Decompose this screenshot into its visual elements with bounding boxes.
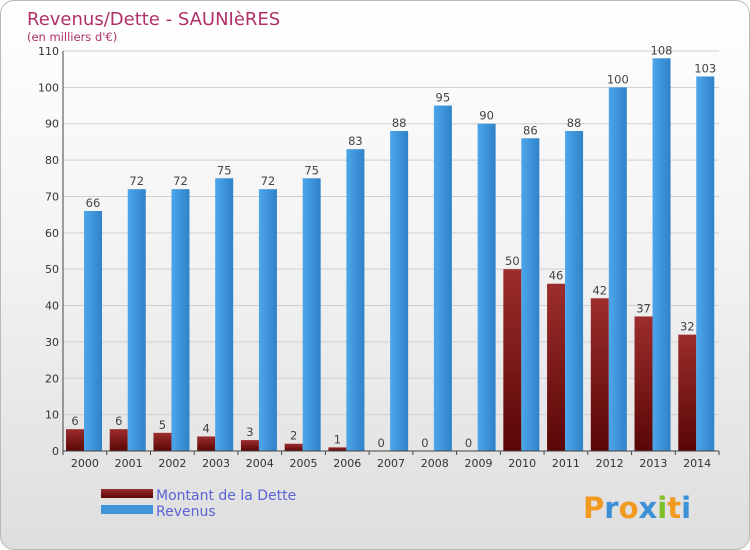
x-tick-label: 2014 [683,457,711,470]
bar-debt [240,440,259,451]
bar-revenus [171,189,190,451]
x-tick-label: 2002 [158,457,186,470]
chart-title: Revenus/Dette - SAUNIèRES [27,9,280,30]
data-label-revenus: 95 [436,91,451,105]
data-label-revenus: 88 [567,116,582,130]
chart-subtitle: (en milliers d'€) [27,30,117,44]
bar-revenus [302,178,321,452]
x-tick-label: 2006 [333,457,361,470]
data-label-revenus: 103 [694,61,716,75]
data-label-debt: 42 [592,283,607,297]
bar-debt [109,429,128,451]
bars: 6666725724753722751830880950905086468842… [66,43,716,452]
data-label-revenus: 83 [348,134,363,148]
legend-swatch-revenus [101,505,153,514]
x-tick-label: 2004 [246,457,274,470]
bar-revenus [433,105,452,451]
bar-revenus [565,131,584,451]
data-label-debt: 0 [421,436,428,450]
x-tick-label: 2012 [596,457,624,470]
data-label-debt: 6 [71,414,78,428]
data-label-debt: 5 [159,418,166,432]
data-label-debt: 32 [680,320,695,334]
y-tick-label: 50 [45,263,59,276]
data-label-revenus: 66 [86,196,101,210]
y-tick-label: 60 [45,227,59,240]
data-label-debt: 3 [246,425,253,439]
data-label-debt: 1 [334,432,341,446]
x-tick-label: 2013 [639,457,667,470]
bar-debt [284,443,303,451]
bar-revenus [608,87,627,451]
bar-revenus [696,76,715,452]
data-label-debt: 4 [203,421,210,435]
x-tick-label: 2005 [290,457,318,470]
data-label-debt: 6 [115,414,122,428]
y-tick-label: 90 [45,118,59,131]
bar-revenus [215,178,234,452]
y-tick-label: 100 [38,81,59,94]
data-label-revenus: 88 [392,116,407,130]
bar-revenus [477,123,496,452]
legend: Montant de la Dette Revenus [101,488,296,520]
bar-revenus [127,189,146,451]
data-label-revenus: 86 [523,123,538,137]
data-label-debt: 50 [505,254,520,268]
y-tick-label: 0 [52,445,59,458]
legend-swatch-debt [101,489,153,498]
y-tick-label: 70 [45,190,59,203]
x-tick-label: 2009 [464,457,492,470]
bar-debt [678,334,697,451]
data-label-debt: 2 [290,429,297,443]
data-label-revenus: 90 [479,109,494,123]
x-tick-label: 2008 [421,457,449,470]
data-label-revenus: 72 [129,174,144,188]
bar-debt [590,298,609,451]
x-tick-label: 2007 [377,457,405,470]
bar-debt [66,429,84,451]
data-label-revenus: 72 [261,174,276,188]
x-tick-label: 2001 [115,457,143,470]
bar-revenus [84,211,102,451]
bar-debt [197,436,216,451]
y-tick-label: 80 [45,154,59,167]
data-label-revenus: 75 [217,163,232,177]
data-label-debt: 37 [636,301,651,315]
y-tick-label: 110 [38,45,59,58]
bar-debt [153,432,172,451]
data-label-revenus: 72 [173,174,188,188]
y-tick-label: 30 [45,336,59,349]
bar-debt [634,316,653,451]
x-tick-label: 2011 [552,457,580,470]
bar-debt [547,283,566,451]
legend-label-revenus: Revenus [156,504,216,520]
bar-debt [328,447,347,451]
data-label-revenus: 100 [607,72,629,86]
data-label-revenus: 75 [304,163,319,177]
proxiti-logo: Proxiti [583,491,691,525]
data-label-debt: 0 [377,436,384,450]
y-tick-label: 10 [45,409,59,422]
bar-debt [503,269,522,451]
y-tick-label: 40 [45,300,59,313]
bar-revenus [652,58,671,451]
bar-revenus [346,149,365,451]
bar-revenus [390,131,409,451]
bar-revenus [521,138,540,452]
y-tick-label: 20 [45,372,59,385]
x-tick-label: 2010 [508,457,536,470]
data-label-revenus: 108 [651,43,673,57]
legend-label-debt: Montant de la Dette [156,488,296,504]
x-tick-label: 2000 [71,457,99,470]
x-tick-label: 2003 [202,457,230,470]
data-label-debt: 46 [549,269,564,283]
data-label-debt: 0 [465,436,472,450]
bar-revenus [258,189,277,451]
